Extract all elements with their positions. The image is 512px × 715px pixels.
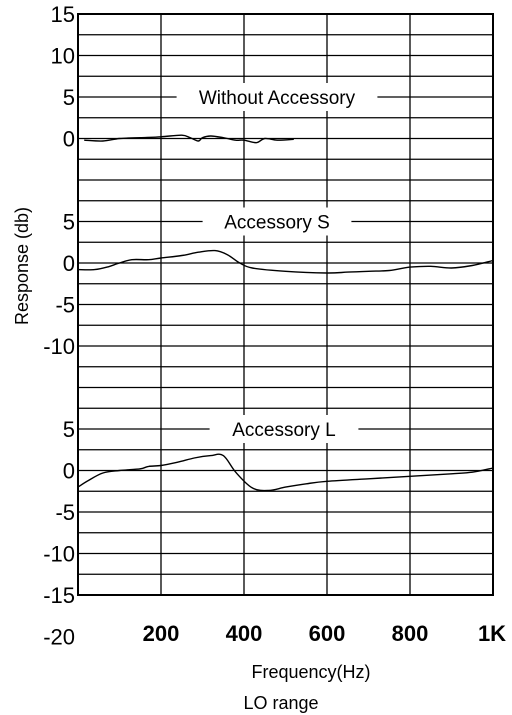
series-label-backing xyxy=(176,83,378,111)
x-tick-label: 800 xyxy=(392,621,429,646)
series-line xyxy=(84,134,294,144)
x-tick-label: 400 xyxy=(226,621,263,646)
x-tick-label: 1K xyxy=(478,621,506,646)
x-tick-labels: 200 400 600 800 1K xyxy=(143,621,507,646)
series-label: Without Accessory xyxy=(199,88,356,109)
y-tick-label: -15 xyxy=(43,583,75,608)
y-tick-label: -10 xyxy=(43,334,75,359)
y-tick-label: 5 xyxy=(63,210,75,235)
series-labels: Without Accessory Accessory S Accessory L xyxy=(176,83,378,443)
y-axis-title: Response (db) xyxy=(12,207,32,325)
y-tick-label: -5 xyxy=(55,293,75,318)
series-label-backing xyxy=(209,415,359,443)
series-line xyxy=(77,453,494,492)
series-line xyxy=(77,249,494,274)
y-tick-label: -10 xyxy=(43,542,75,567)
x-tick-label: 200 xyxy=(143,621,180,646)
curves xyxy=(77,134,494,492)
grid xyxy=(77,13,494,596)
y-tick-label: 15 xyxy=(51,2,75,27)
y-tick-label: -20 xyxy=(43,625,75,650)
x-tick-label: 600 xyxy=(309,621,346,646)
y-tick-label: 5 xyxy=(63,417,75,442)
y-tick-label: 10 xyxy=(51,44,75,69)
y-tick-label: 0 xyxy=(63,251,75,276)
x-axis-title: Frequency(Hz) xyxy=(251,662,370,682)
y-tick-label: -5 xyxy=(55,500,75,525)
series-label: Accessory L xyxy=(232,420,335,441)
series-label: Accessory S xyxy=(224,213,330,234)
y-tick-label: 5 xyxy=(63,85,75,110)
y-tick-labels: 15 10 5 0 5 0 -5 -10 5 0 -5 -10 -15 -20 xyxy=(43,2,75,650)
plot-frame xyxy=(77,13,494,596)
range-caption: LO range xyxy=(243,693,318,713)
series-label-backing xyxy=(202,207,352,236)
y-tick-label: 0 xyxy=(63,127,75,152)
y-tick-label: 0 xyxy=(63,459,75,484)
